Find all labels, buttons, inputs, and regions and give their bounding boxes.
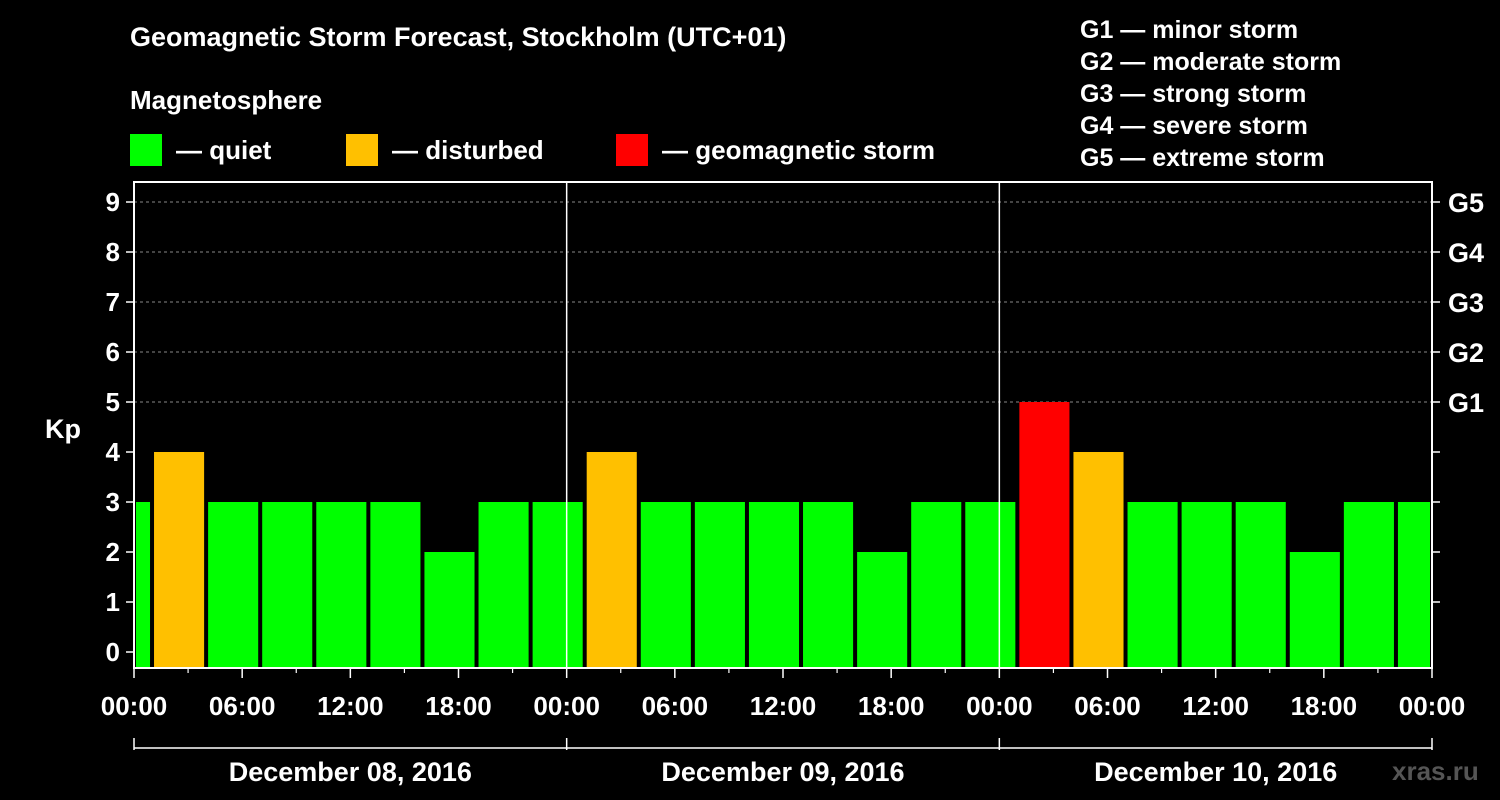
x-tick-label-1: 06:00 <box>209 691 276 721</box>
right-tick-label-g5: G5 <box>1448 188 1484 218</box>
legend-disturbed: — disturbed <box>346 133 544 167</box>
right-tick-label-g4: G4 <box>1448 238 1484 268</box>
magnetosphere-heading: Magnetosphere <box>130 85 323 115</box>
y-tick-label-7: 7 <box>106 287 120 317</box>
legend-swatch-storm <box>616 134 648 166</box>
right-tick-label-g3: G3 <box>1448 288 1484 318</box>
bar-23 <box>1343 502 1394 668</box>
y-tick-label-2: 2 <box>106 537 120 567</box>
bar-6 <box>424 552 475 668</box>
storm-scale-g2: G2 — moderate storm <box>1080 48 1342 76</box>
storm-scale-g5: G5 — extreme storm <box>1080 144 1325 172</box>
bar-22 <box>1289 552 1340 668</box>
bar-24 <box>1397 502 1430 668</box>
x-tick-label-3: 18:00 <box>425 691 492 721</box>
bar-17 <box>1019 402 1070 668</box>
bar-0 <box>136 502 151 668</box>
day-label-0: December 08, 2016 <box>229 757 472 787</box>
bar-15 <box>911 502 962 668</box>
y-tick-label-3: 3 <box>106 487 120 517</box>
right-tick-label-g2: G2 <box>1448 338 1484 368</box>
watermark: xras.ru <box>1392 756 1479 786</box>
y-tick-label-8: 8 <box>106 237 120 267</box>
bar-5 <box>370 502 421 668</box>
x-tick-label-12: 00:00 <box>1399 691 1466 721</box>
bar-18 <box>1073 452 1124 668</box>
x-tick-label-5: 06:00 <box>642 691 709 721</box>
y-tick-label-9: 9 <box>106 187 120 217</box>
x-tick-label-9: 06:00 <box>1074 691 1141 721</box>
y-axis-label: Kp <box>45 414 81 444</box>
x-tick-label-4: 00:00 <box>533 691 600 721</box>
x-tick-label-11: 18:00 <box>1291 691 1358 721</box>
bar-19 <box>1127 502 1178 668</box>
bar-20 <box>1181 502 1232 668</box>
bar-21 <box>1235 502 1286 668</box>
bar-16 <box>965 502 1016 668</box>
bar-4 <box>316 502 367 668</box>
right-tick-label-g1: G1 <box>1448 388 1484 418</box>
bar-10 <box>640 502 691 668</box>
x-tick-label-2: 12:00 <box>317 691 384 721</box>
storm-scale-legend: G1 — minor storm G2 — moderate storm G3 … <box>1080 14 1341 174</box>
legend-label-storm: — geomagnetic storm <box>662 134 936 165</box>
bar-11 <box>694 502 745 668</box>
chart-title: Geomagnetic Storm Forecast, Stockholm (U… <box>130 22 787 52</box>
bar-14 <box>857 552 908 668</box>
x-tick-label-10: 12:00 <box>1182 691 1249 721</box>
legend-storm: — geomagnetic storm <box>616 133 935 167</box>
x-tick-label-0: 00:00 <box>101 691 168 721</box>
storm-scale-g3: G3 — strong storm <box>1080 80 1307 108</box>
day-label-1: December 09, 2016 <box>661 757 904 787</box>
bar-12 <box>748 502 800 668</box>
x-tick-label-6: 12:00 <box>750 691 817 721</box>
bar-3 <box>262 502 313 668</box>
bar-9 <box>586 452 637 668</box>
storm-scale-g1: G1 — minor storm <box>1080 16 1299 44</box>
y-tick-label-1: 1 <box>106 587 120 617</box>
y-tick-label-0: 0 <box>106 637 120 667</box>
y-tick-label-5: 5 <box>106 387 120 417</box>
bar-1 <box>154 452 205 668</box>
bar-2 <box>208 502 259 668</box>
bar-13 <box>803 502 854 668</box>
x-tick-label-7: 18:00 <box>858 691 925 721</box>
x-tick-label-8: 00:00 <box>966 691 1033 721</box>
bar-7 <box>478 502 529 668</box>
legend-swatch-disturbed <box>346 134 378 166</box>
legend-quiet: — quiet <box>130 133 271 167</box>
storm-scale-g4: G4 — severe storm <box>1080 112 1308 140</box>
legend-swatch-quiet <box>130 134 162 166</box>
y-tick-label-4: 4 <box>106 437 121 467</box>
legend-label-disturbed: — disturbed <box>392 134 544 165</box>
legend-label-quiet: — quiet <box>176 134 272 165</box>
y-tick-label-6: 6 <box>106 337 120 367</box>
day-label-2: December 10, 2016 <box>1094 757 1337 787</box>
bar-8 <box>532 502 583 668</box>
